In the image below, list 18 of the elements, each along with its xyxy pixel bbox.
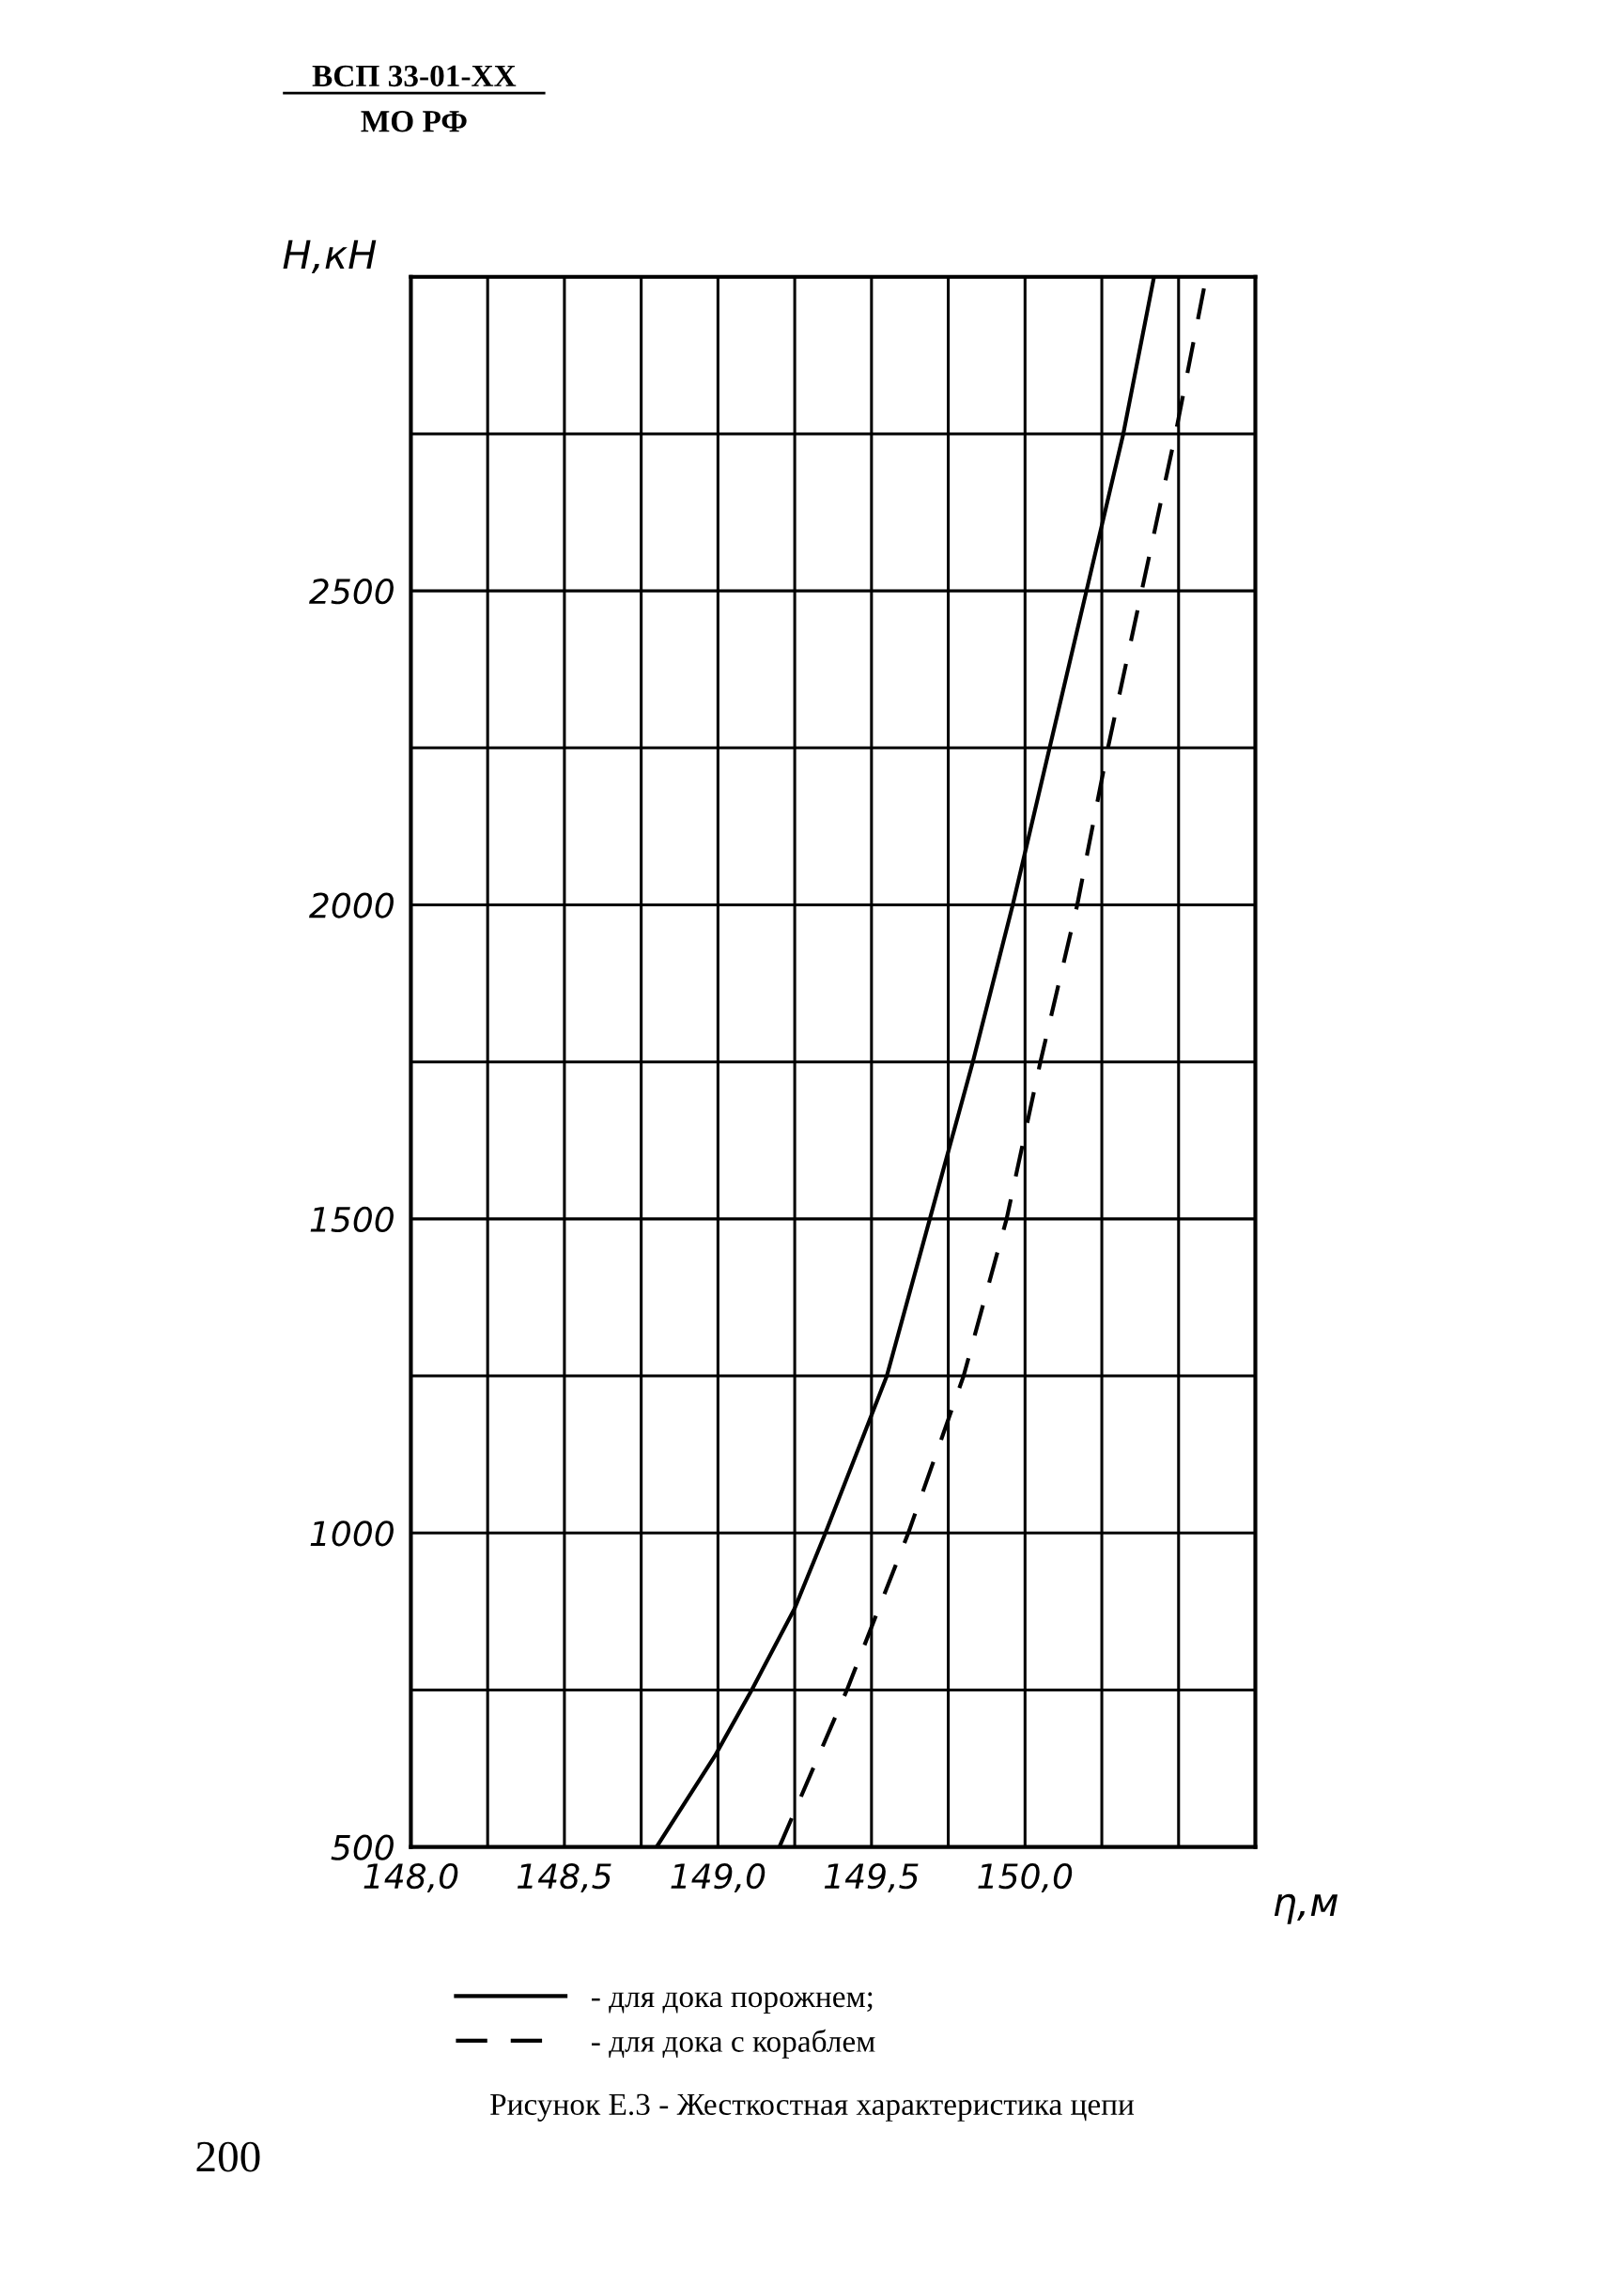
y-tick-label: 2000 [309,892,394,918]
y-tick-label: 500 [331,1834,394,1860]
x-tick-label: 148,5 [517,1862,611,1892]
chart-title: ВСП 33-01-ХХ [312,65,517,87]
y-tick-label: 1500 [310,1206,394,1233]
x-tick-label: 149,5 [824,1862,919,1892]
text: Рисунок Е.3 - Жесткостная характеристика цепи [490,2093,1135,2122]
text: 200 [196,2141,260,2172]
legend-label: - для дока порожнем; [591,1992,873,2014]
x-tick-label: 149,0 [671,1862,766,1892]
legend-label: - для дока с кораблем [591,2029,875,2059]
y-tick-label: 1000 [310,1520,394,1547]
chart-subtitle: МО РФ [361,111,467,132]
x-tick-label: 150,0 [978,1862,1073,1892]
y-tick-label: 2500 [309,579,394,605]
y-axis-title: H,кН [283,239,377,273]
x-tick-label: 148,0 [363,1862,458,1892]
x-axis-title: η,м [1274,1893,1338,1924]
